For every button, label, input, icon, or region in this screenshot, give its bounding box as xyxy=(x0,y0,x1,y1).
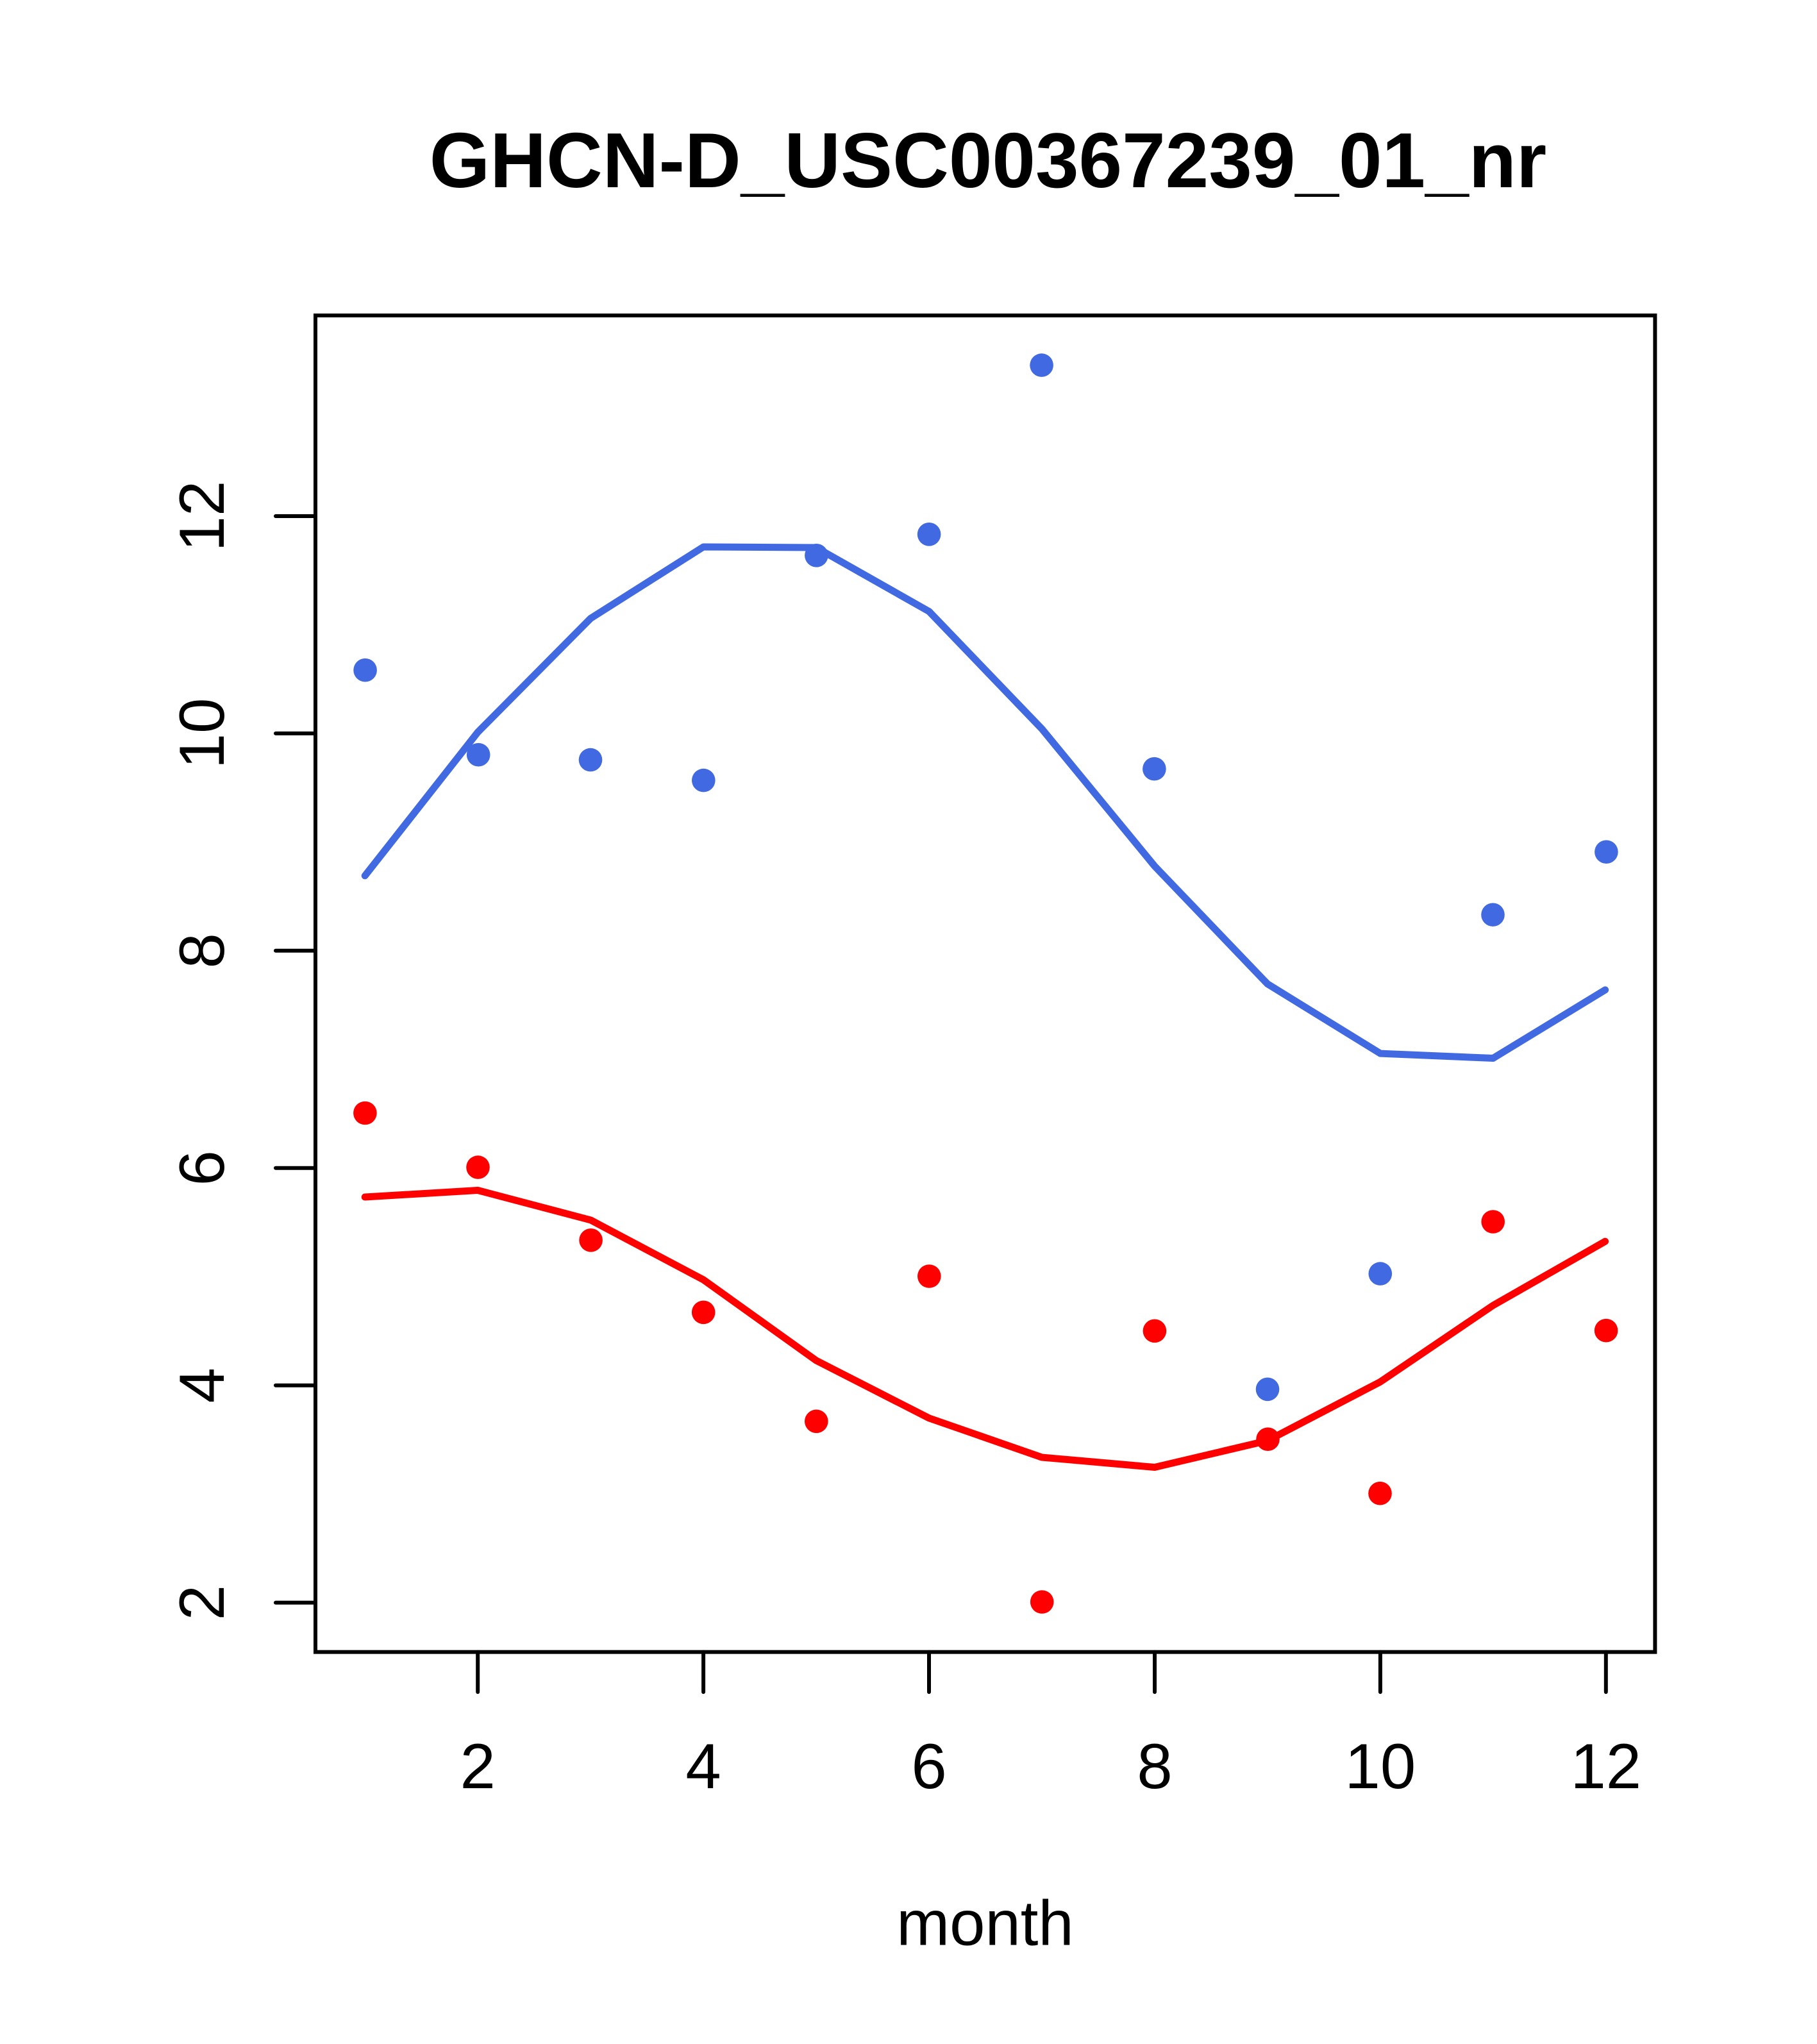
svg-text:6: 6 xyxy=(167,1150,238,1185)
svg-text:12: 12 xyxy=(1570,1731,1641,1802)
svg-text:2: 2 xyxy=(167,1585,238,1620)
svg-text:4: 4 xyxy=(685,1731,721,1802)
svg-text:10: 10 xyxy=(1345,1731,1416,1802)
svg-text:8: 8 xyxy=(167,933,238,968)
svg-text:4: 4 xyxy=(167,1368,238,1403)
svg-text:8: 8 xyxy=(1137,1731,1172,1802)
svg-text:12: 12 xyxy=(167,481,238,552)
svg-text:6: 6 xyxy=(911,1731,946,1802)
svg-text:10: 10 xyxy=(167,698,238,769)
svg-text:month: month xyxy=(896,1888,1074,1959)
svg-text:2: 2 xyxy=(460,1731,496,1802)
svg-text:GHCN-D_USC00367239_01_nr: GHCN-D_USC00367239_01_nr xyxy=(430,117,1546,204)
